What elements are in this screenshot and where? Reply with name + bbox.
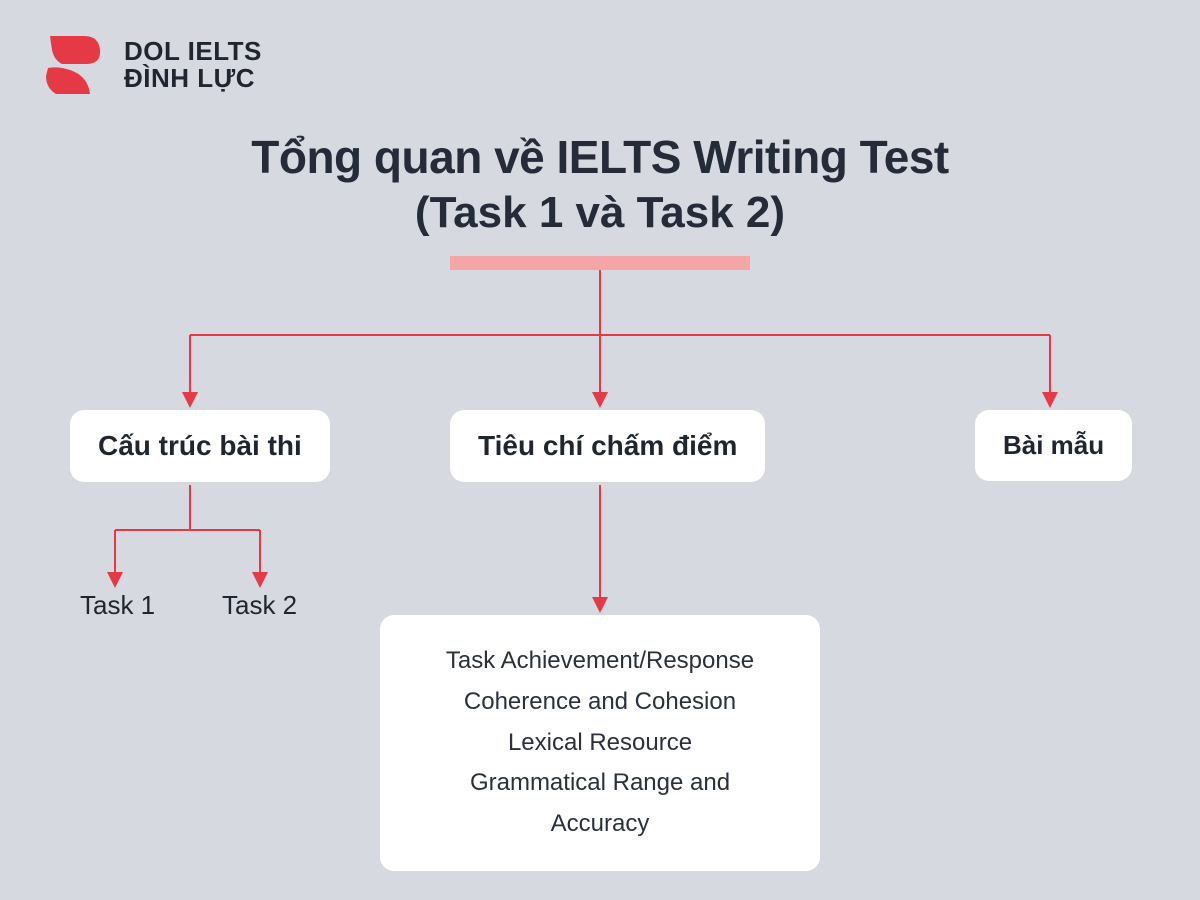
- criteria-item: Task Achievement/Response: [420, 641, 780, 682]
- page-title: Tổng quan về IELTS Writing Test (Task 1 …: [0, 130, 1200, 238]
- node-sample: Bài mẫu: [975, 410, 1132, 481]
- brand-logo-text: DOL IELTS ĐÌNH LỰC: [124, 38, 262, 93]
- node-criteria-label: Tiêu chí chấm điểm: [478, 430, 737, 461]
- criteria-detail-box: Task Achievement/Response Coherence and …: [380, 615, 820, 871]
- node-structure-label: Cấu trúc bài thi: [98, 430, 302, 461]
- brand-line1: DOL IELTS: [124, 38, 262, 65]
- title-underline: [450, 256, 750, 270]
- title-line2: (Task 1 và Task 2): [0, 188, 1200, 238]
- criteria-item: Grammatical Range and Accuracy: [420, 763, 780, 845]
- leaf-task2: Task 2: [222, 590, 297, 621]
- leaf-task1: Task 1: [80, 590, 155, 621]
- brand-logo-icon: [40, 30, 110, 100]
- criteria-item: Lexical Resource: [420, 723, 780, 764]
- brand-logo: DOL IELTS ĐÌNH LỰC: [40, 30, 262, 100]
- node-criteria: Tiêu chí chấm điểm: [450, 410, 765, 482]
- criteria-item: Coherence and Cohesion: [420, 682, 780, 723]
- title-line1: Tổng quan về IELTS Writing Test: [0, 130, 1200, 184]
- node-structure: Cấu trúc bài thi: [70, 410, 330, 482]
- node-sample-label: Bài mẫu: [1003, 430, 1104, 460]
- brand-line2: ĐÌNH LỰC: [124, 65, 262, 92]
